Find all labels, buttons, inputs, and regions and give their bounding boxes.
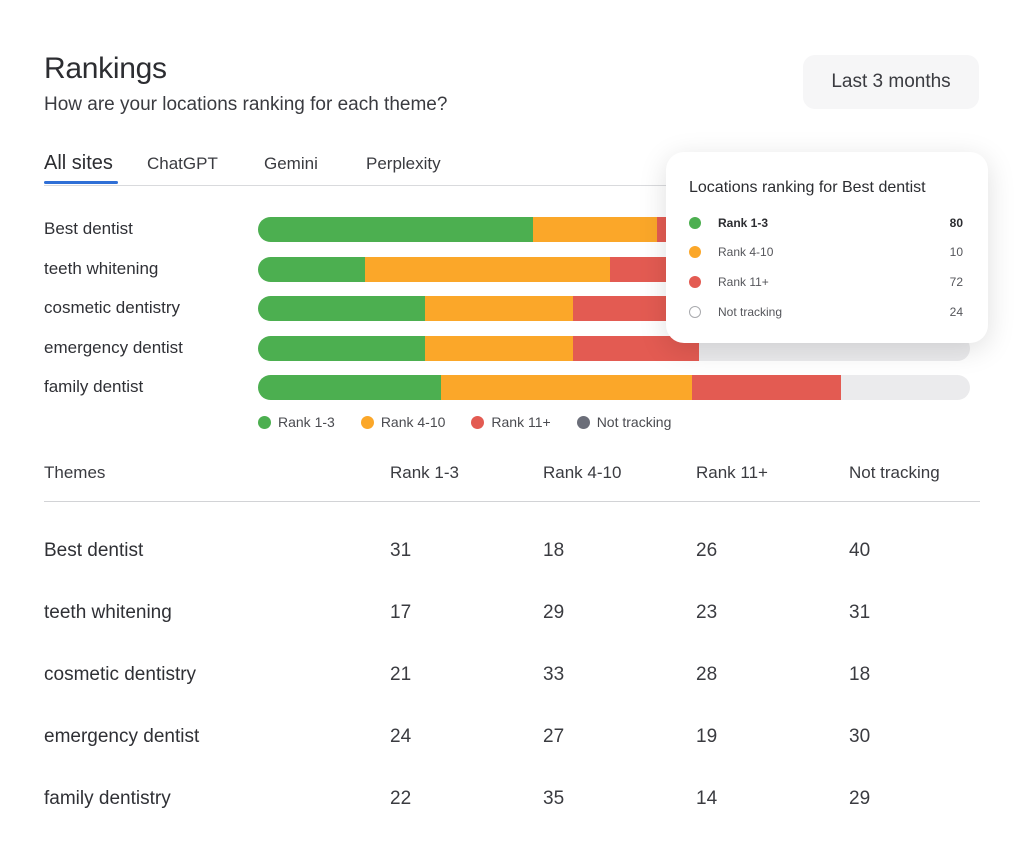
orange-dot-icon [689,246,701,258]
segment-rank-4-10[interactable] [532,217,658,242]
rank-1-3-cell: 31 [390,540,412,561]
chart-legend: Rank 1-3 Rank 4-10 Rank 11+ Not tracking [258,414,697,430]
tooltip-row-label: Rank 1-3 [718,216,769,230]
column-header-not-tracking: Not tracking [849,463,940,482]
table-divider [44,501,980,502]
tooltip-row-value: 24 [949,305,963,319]
legend-label: Rank 11+ [491,414,551,430]
segment-rank-4-10[interactable] [364,257,610,282]
not-tracking-cell: 18 [849,664,871,685]
rank-11-plus-cell: 23 [696,602,718,623]
tab-gemini[interactable]: Gemini [264,154,318,173]
rank-4-10-cell: 18 [543,540,565,561]
tooltip-row-rank-11-plus: Rank 11+ 72 [689,272,963,292]
bar-label: Best dentist [44,219,133,238]
theme-cell: Best dentist [44,540,144,561]
green-dot-icon [258,415,271,429]
rank-4-10-cell: 35 [543,788,565,809]
rank-11-plus-cell: 14 [696,788,718,809]
source-tabs: All sites ChatGPT Gemini Perplexity [44,148,684,186]
rank-1-3-cell: 24 [390,726,412,747]
tab-all-sites[interactable]: All sites [44,152,113,174]
segment-rank-1-3[interactable] [258,296,425,321]
bar-label: cosmetic dentistry [44,298,181,317]
legend-label: Rank 4-10 [380,414,446,430]
rank-11-plus-cell: 26 [696,540,718,561]
tab-perplexity[interactable]: Perplexity [366,154,441,173]
page-subtitle: How are your locations ranking for each … [44,94,448,115]
active-tab-indicator [44,181,118,184]
page-title: Rankings [44,52,167,85]
gray-dot-icon [576,415,590,429]
rank-4-10-cell: 27 [543,726,565,747]
not-tracking-cell: 31 [849,602,871,623]
segment-rank-4-10[interactable] [440,375,693,400]
bar-label: family dentist [44,377,144,396]
theme-cell: emergency dentist [44,726,200,747]
segment-rank-1-3[interactable] [258,217,533,242]
segment-rank-1-3[interactable] [258,336,425,361]
red-dot-icon [471,415,485,429]
segment-rank-4-10[interactable] [424,336,574,361]
segment-rank-1-3[interactable] [258,375,441,400]
rank-1-3-cell: 17 [390,602,412,623]
tooltip-row-rank-1-3: Rank 1-3 80 [689,213,963,233]
tooltip-row-value: 10 [949,245,963,259]
segment-rank-1-3[interactable] [258,257,365,282]
tooltip-row-value: 72 [949,275,963,289]
tab-chatgpt[interactable]: ChatGPT [147,154,218,173]
green-dot-icon [689,217,701,229]
legend-item-rank-1-3: Rank 1-3 [258,414,335,430]
legend-item-not-tracking: Not tracking [576,414,672,430]
empty-circle-icon [689,306,701,318]
not-tracking-cell: 40 [849,540,871,561]
column-header-themes: Themes [44,463,106,482]
legend-label: Rank 1-3 [278,414,335,430]
tooltip-row-label: Not tracking [718,305,783,319]
theme-cell: family dentistry [44,788,171,809]
column-header-rank-1-3: Rank 1-3 [390,463,459,482]
bar-label: teeth whitening [44,259,159,278]
theme-cell: teeth whitening [44,602,172,623]
date-range-button[interactable]: Last 3 months [803,55,979,109]
tooltip-row-value: 80 [949,216,963,230]
tooltip-row-rank-4-10: Rank 4-10 10 [689,242,963,262]
legend-label: Not tracking [596,414,672,430]
segment-rank-11-plus[interactable] [692,375,842,400]
red-dot-icon [689,276,701,288]
rank-11-plus-cell: 19 [696,726,718,747]
theme-cell: cosmetic dentistry [44,664,197,685]
tooltip-row-not-tracking: Not tracking 24 [689,302,963,322]
orange-dot-icon [360,415,374,429]
not-tracking-cell: 29 [849,788,871,809]
rank-1-3-cell: 21 [390,664,412,685]
rank-11-plus-cell: 28 [696,664,718,685]
tooltip-title: Locations ranking for Best dentist [689,179,926,196]
not-tracking-cell: 30 [849,726,871,747]
legend-item-rank-11-plus: Rank 11+ [471,414,551,430]
column-header-rank-11-plus: Rank 11+ [696,463,768,482]
rank-4-10-cell: 29 [543,602,565,623]
ranking-tooltip: Locations ranking for Best dentist Rank … [666,152,988,343]
tooltip-row-label: Rank 4-10 [718,245,774,259]
segment-rank-4-10[interactable] [424,296,574,321]
legend-item-rank-4-10: Rank 4-10 [360,414,446,430]
rank-1-3-cell: 22 [390,788,412,809]
bar-row[interactable] [258,375,970,400]
bar-label: emergency dentist [44,338,183,357]
column-header-rank-4-10: Rank 4-10 [543,463,622,482]
tooltip-row-label: Rank 11+ [718,275,769,289]
rank-4-10-cell: 33 [543,664,565,685]
